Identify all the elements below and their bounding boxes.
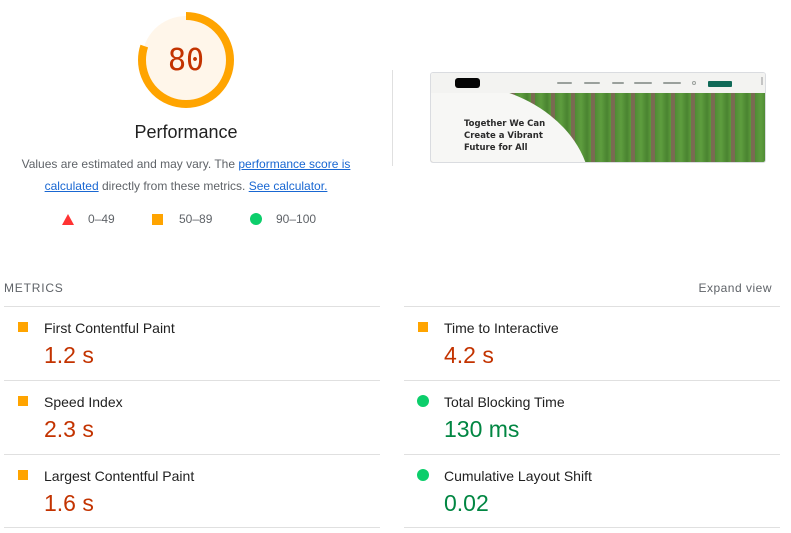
pass-circle-icon [417, 395, 429, 407]
metric-title: Time to Interactive [444, 320, 559, 336]
thumbnail-nav-bar [431, 73, 765, 93]
legend-range: 0–49 [88, 212, 115, 226]
triangle-icon [62, 213, 74, 225]
legend-range: 50–89 [179, 212, 213, 226]
thumbnail-nav-item [612, 82, 624, 84]
performance-score-link[interactable]: performance score is calculated [44, 157, 351, 193]
legend-item-pass: 90–100 [250, 212, 316, 226]
metric-value: 0.02 [444, 490, 489, 516]
metric-value: 4.2 s [444, 342, 494, 368]
average-square-icon [418, 322, 428, 332]
metric-cumulative-layout-shift: Cumulative Layout Shift 0.02 [404, 454, 780, 528]
circle-icon [250, 213, 262, 225]
metric-speed-index: Speed Index 2.3 s [4, 380, 380, 454]
thumbnail-scrollbar [761, 77, 763, 85]
score-label: Performance [134, 122, 238, 142]
legend-range: 90–100 [276, 212, 317, 226]
final-screenshot-thumbnail[interactable]: Together We Can Create a Vibrant Future … [430, 72, 766, 163]
thumbnail-nav-item [584, 82, 600, 84]
square-icon [152, 213, 163, 225]
metric-value: 1.2 s [44, 342, 94, 368]
legend-item-fail: 0–49 [62, 212, 115, 226]
metric-first-contentful-paint: First Contentful Paint 1.2 s [4, 306, 380, 380]
metric-value: 1.6 s [44, 490, 94, 516]
metric-title: Speed Index [44, 394, 123, 410]
thumbnail-nav-item [557, 82, 572, 84]
metric-largest-contentful-paint: Largest Contentful Paint 1.6 s [4, 454, 380, 528]
thumbnail-nav-item [634, 82, 652, 84]
metric-time-to-interactive: Time to Interactive 4.2 s [404, 306, 780, 380]
metric-value: 2.3 s [44, 416, 94, 442]
metrics-column-right: Time to Interactive 4.2 s Total Blocking… [404, 306, 780, 528]
metric-title: Cumulative Layout Shift [444, 468, 592, 484]
metric-total-blocking-time: Total Blocking Time 130 ms [404, 380, 780, 454]
description-middle: directly from these metrics. [98, 179, 249, 193]
expand-view-toggle[interactable]: Expand view [698, 281, 772, 295]
score-value: 80 [167, 42, 205, 78]
metrics-column-left: First Contentful Paint 1.2 s Speed Index… [4, 306, 380, 528]
description-prefix: Values are estimated and may vary. The [21, 157, 239, 171]
thumbnail-headline: Together We Can Create a Vibrant Future … [464, 119, 546, 153]
see-calculator-link[interactable]: See calculator. [248, 179, 328, 193]
thumbnail-cta-button [708, 81, 732, 87]
metric-title: Largest Contentful Paint [44, 468, 195, 484]
performance-score-gauge: 80 [136, 10, 236, 110]
legend-item-average: 50–89 [152, 212, 212, 226]
thumbnail-logo [455, 78, 480, 88]
average-square-icon [18, 322, 28, 332]
vertical-divider [392, 70, 393, 166]
metrics-heading: METRICS [4, 281, 64, 295]
gauge-ring-icon [138, 12, 234, 108]
average-square-icon [18, 396, 28, 406]
score-description: Values are estimated and may vary. The p… [6, 153, 366, 197]
metric-title: Total Blocking Time [444, 394, 565, 410]
thumbnail-search-icon [692, 81, 696, 85]
thumbnail-nav-item [663, 82, 681, 84]
average-square-icon [18, 470, 28, 480]
pass-circle-icon [417, 469, 429, 481]
metric-value: 130 ms [444, 416, 520, 442]
metric-title: First Contentful Paint [44, 320, 175, 336]
